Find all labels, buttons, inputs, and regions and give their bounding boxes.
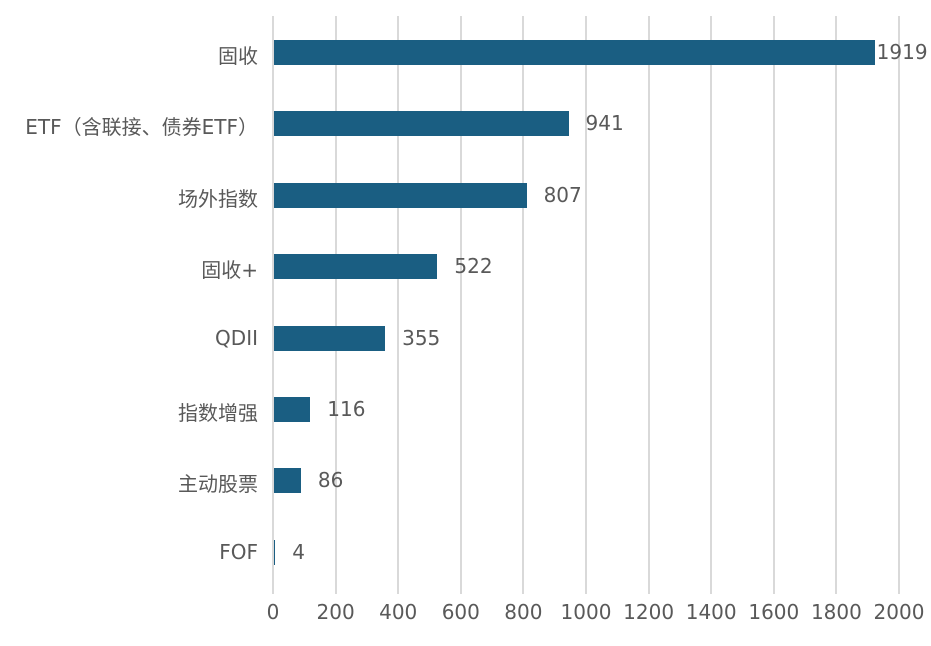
x-tick-label: 1000: [560, 600, 612, 624]
x-tick: [647, 588, 650, 594]
bar[interactable]: [274, 111, 569, 137]
data-label: 4: [292, 539, 305, 564]
x-tick: [585, 588, 587, 594]
x-tick-label: 1200: [623, 600, 675, 624]
category-label: 指数增强: [178, 401, 258, 425]
gridline: [522, 16, 525, 588]
x-tick: [334, 588, 337, 594]
gridline: [272, 16, 274, 588]
data-label: 522: [454, 254, 493, 279]
bar[interactable]: [274, 40, 875, 65]
data-label: 116: [327, 397, 366, 421]
x-tick-label: 800: [504, 600, 543, 624]
x-tick-label: 1400: [685, 600, 737, 624]
x-tick-label: 2000: [873, 600, 925, 624]
gridline: [334, 16, 337, 588]
x-tick-label: 200: [316, 600, 355, 624]
category-label: QDII: [215, 325, 258, 350]
category-label: ETF（含联接、债券ETF）: [25, 115, 258, 140]
x-tick: [522, 588, 525, 594]
x-tick-label: 1600: [748, 600, 800, 624]
x-tick: [835, 588, 838, 594]
category-label: 固收: [218, 44, 258, 68]
gridline: [835, 16, 838, 588]
category-label: 固收+: [201, 258, 258, 283]
bar[interactable]: [274, 182, 527, 208]
x-tick: [397, 588, 400, 594]
category-label: 主动股票: [178, 472, 258, 497]
x-tick-label: 1800: [810, 600, 862, 624]
x-tick-label: 0: [266, 600, 280, 624]
category-label: FOF: [219, 539, 258, 564]
x-tick: [272, 588, 274, 594]
category-label: 场外指数: [178, 186, 258, 211]
bar[interactable]: [274, 539, 276, 565]
data-label: 941: [585, 111, 624, 136]
x-tick: [772, 588, 775, 594]
bar[interactable]: [274, 468, 301, 494]
data-label: 86: [317, 468, 344, 493]
bar[interactable]: [274, 325, 386, 351]
x-tick-label: 400: [379, 600, 418, 624]
gridline: [585, 16, 587, 588]
x-tick: [710, 588, 713, 594]
bar[interactable]: [274, 254, 438, 280]
data-label: 355: [402, 325, 441, 350]
gridline: [397, 16, 400, 588]
gridline: [647, 16, 650, 588]
gridline: [459, 16, 462, 588]
x-tick-label: 600: [441, 600, 480, 624]
bar[interactable]: [274, 397, 311, 422]
gridline: [710, 16, 713, 588]
data-label: 1919: [876, 40, 928, 64]
gridline: [772, 16, 775, 588]
gridline: [898, 16, 900, 588]
data-label: 807: [543, 182, 582, 207]
x-tick: [898, 588, 900, 594]
x-tick: [459, 588, 462, 594]
